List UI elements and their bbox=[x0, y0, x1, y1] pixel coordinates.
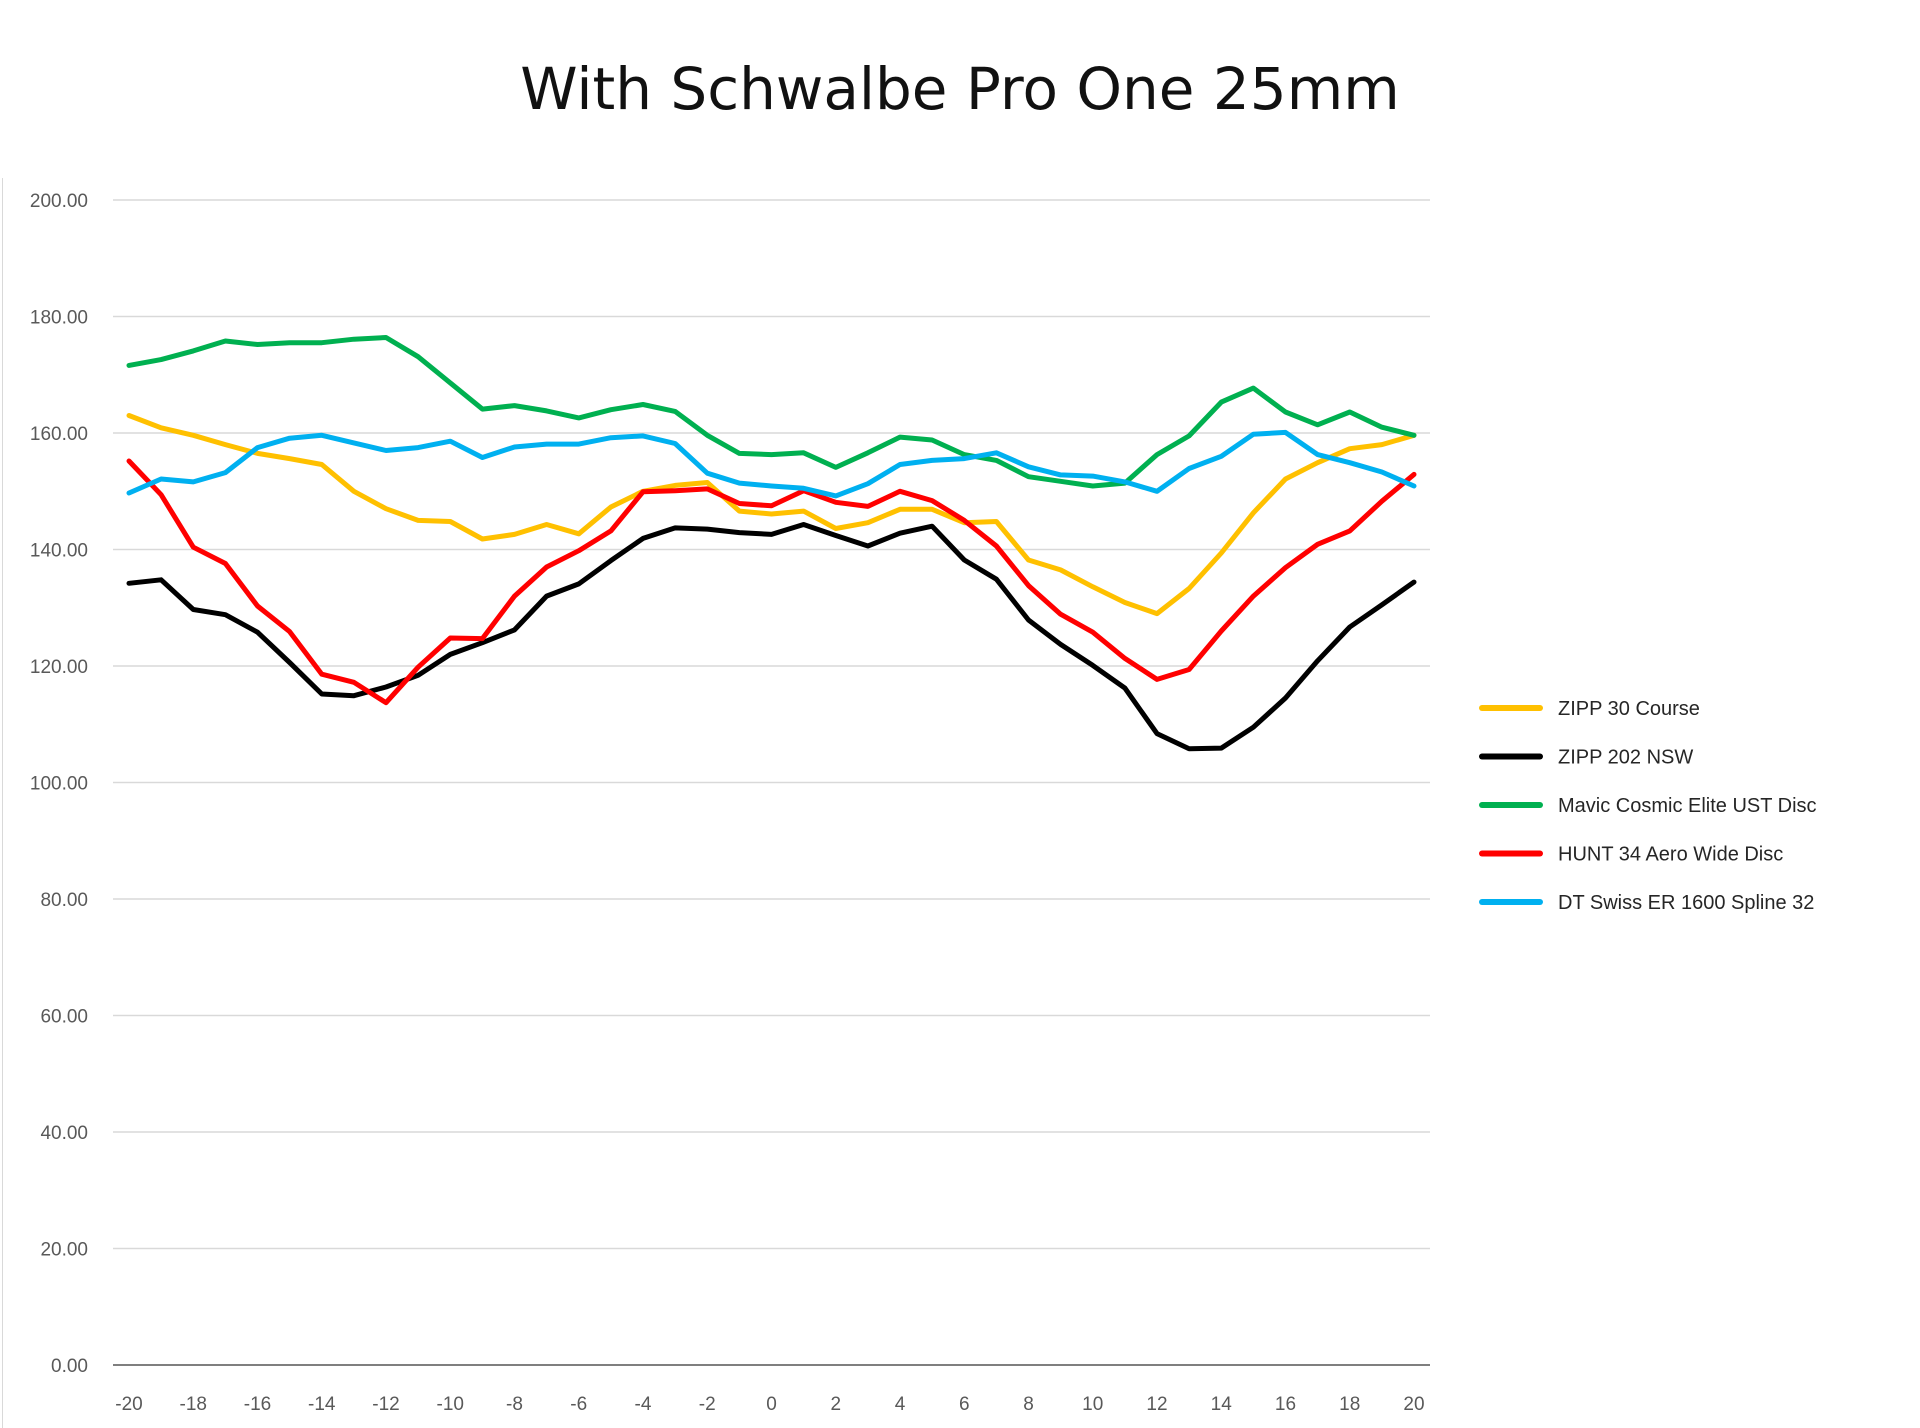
y-tick-label: 40.00 bbox=[40, 1123, 88, 1144]
x-tick-label: -14 bbox=[308, 1394, 336, 1415]
x-tick-label: -2 bbox=[699, 1394, 716, 1415]
series-line-2 bbox=[126, 522, 1417, 752]
x-tick-label: 0 bbox=[766, 1394, 777, 1415]
y-tick-label: 100.00 bbox=[30, 774, 88, 795]
x-tick-label: 12 bbox=[1146, 1394, 1167, 1415]
series-line-3 bbox=[126, 335, 1417, 489]
x-tick-label: 6 bbox=[959, 1394, 970, 1415]
x-tick-label: 14 bbox=[1211, 1394, 1233, 1415]
x-tick-label: 8 bbox=[1023, 1394, 1034, 1415]
y-tick-label: 0.00 bbox=[51, 1356, 88, 1377]
x-tick-label: -10 bbox=[437, 1394, 464, 1415]
x-tick-label: 20 bbox=[1403, 1394, 1424, 1415]
legend: ZIPP 30 Course ZIPP 202 NSW Mavic Cosmic E… bbox=[1479, 698, 1817, 914]
x-axis-ticks: -20 -18 -16 -14 -12 -10 -8 -6 -4 -2 0 2 4 6 8 10 12 14 16 1… bbox=[115, 1394, 1424, 1415]
x-tick-label: -6 bbox=[570, 1394, 587, 1415]
y-tick-label: 20.00 bbox=[40, 1240, 88, 1261]
x-tick-label: -12 bbox=[372, 1394, 399, 1415]
legend-label: HUNT 34 Aero Wide Disc bbox=[1558, 844, 1783, 866]
gridlines bbox=[113, 199, 1430, 1366]
series-lines bbox=[126, 335, 1417, 752]
legend-label: Mavic Cosmic Elite UST Disc bbox=[1558, 795, 1817, 817]
y-tick-label: 140.00 bbox=[30, 541, 88, 562]
y-tick-label: 120.00 bbox=[30, 657, 88, 678]
x-tick-label: -8 bbox=[506, 1394, 523, 1415]
y-tick-label: 160.00 bbox=[30, 424, 88, 445]
left-border bbox=[2, 178, 3, 1428]
series-line-5 bbox=[126, 429, 1417, 499]
x-tick-label: 10 bbox=[1082, 1394, 1103, 1415]
x-tick-label: 18 bbox=[1339, 1394, 1360, 1415]
x-tick-label: 2 bbox=[830, 1394, 841, 1415]
y-tick-label: 80.00 bbox=[40, 890, 88, 911]
x-tick-label: -20 bbox=[115, 1394, 142, 1415]
legend-label: ZIPP 202 NSW bbox=[1558, 747, 1693, 769]
y-tick-label: 60.00 bbox=[40, 1007, 88, 1028]
legend-label: ZIPP 30 Course bbox=[1558, 698, 1700, 720]
y-axis-ticks: 0.00 20.00 40.00 60.00 80.00 100.00 120.00 140.… bbox=[30, 191, 88, 1377]
x-tick-label: 16 bbox=[1275, 1394, 1296, 1415]
series-line-4 bbox=[126, 458, 1417, 706]
x-tick-label: 4 bbox=[895, 1394, 906, 1415]
x-tick-label: -4 bbox=[635, 1394, 652, 1415]
y-tick-label: 200.00 bbox=[30, 191, 88, 212]
x-tick-label: -18 bbox=[180, 1394, 207, 1415]
series-line-1 bbox=[126, 413, 1417, 617]
x-tick-label: -16 bbox=[244, 1394, 271, 1415]
legend-label: DT Swiss ER 1600 Spline 32 bbox=[1558, 892, 1814, 914]
y-tick-label: 180.00 bbox=[30, 308, 88, 329]
chart-title: With Schwalbe Pro One 25mm bbox=[520, 55, 1400, 123]
